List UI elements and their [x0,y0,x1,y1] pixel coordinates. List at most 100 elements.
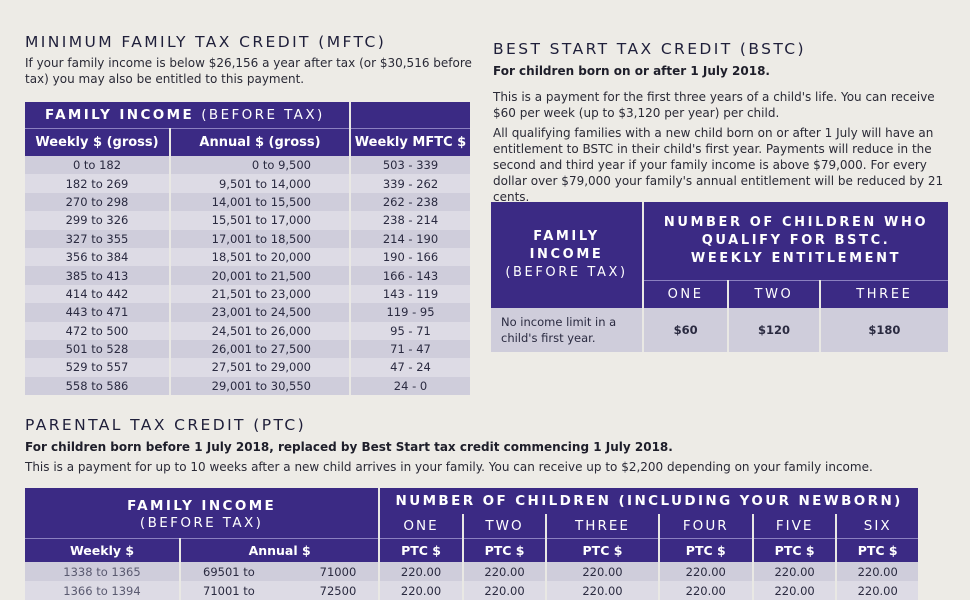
mftc-table-row: 182 to 269 9,501 to 14,000 339 - 262 [25,174,470,193]
mftc-cell-annual: 17,001 to 18,500 [169,229,350,248]
mftc-cell-mftc: 143 - 119 [349,284,470,304]
mftc-cell-weekly: 529 to 557 [25,358,170,377]
ptc-table-row: 1338 to 1365 69501 to 71000 220.00 220.00 220… [25,562,918,581]
mftc-cell-annual: 18,501 to 20,000 [169,247,350,267]
mftc-cell-weekly: 327 to 355 [25,229,170,248]
ptc-col-ptc: PTC $ [657,537,753,562]
bstc-row: No income limit in a child's first year.… [491,308,948,352]
mftc-table-row: 558 to 586 29,001 to 30,550 24 - 0 [25,376,470,396]
ptc-cell-value: 220.00 [461,581,547,600]
ptc-cell-value: 220.00 [751,562,837,581]
ptc-table-row: 1366 to 1394 71001 to 72500 220.00 220.00 220… [25,581,918,600]
ptc-cell-value: 220.00 [657,581,753,600]
mftc-cell-annual: 20,001 to 21,500 [169,266,350,285]
mftc-cell-weekly: 472 to 500 [25,321,170,340]
ptc-count-five: FIVE [751,514,837,538]
mftc-cell-weekly: 414 to 442 [25,284,170,304]
bstc-nc-line-3: WEEKLY ENTITLEMENT [690,250,902,266]
mftc-cell-mftc: 339 - 262 [349,174,470,193]
ptc-cell-value: 220.00 [751,581,837,600]
mftc-cell-mftc: 47 - 24 [349,358,470,377]
mftc-cell-weekly: 0 to 182 [25,156,170,175]
mftc-cell-mftc: 166 - 143 [349,266,470,285]
ptc-paragraph: This is a payment for up to 10 weeks aft… [25,460,873,474]
ptc-col-ptc: PTC $ [378,537,463,562]
bstc-count-three: THREE [818,279,948,308]
ptc-cell-value: 220.00 [835,562,918,581]
mftc-table-row: 0 to 182 0 to 9,500 503 - 339 [25,156,470,175]
ptc-col-ptc: PTC $ [835,537,918,562]
mftc-table-row: 414 to 442 21,501 to 23,000 143 - 119 [25,284,470,304]
bstc-row-label-2: child's first year. [501,331,596,345]
ptc-cell-value: 220.00 [545,581,659,600]
mftc-cell-annual: 15,501 to 17,000 [169,211,350,230]
bstc-row-label-1: No income limit in a [501,315,617,329]
ptc-cell-value: 220.00 [657,562,753,581]
ptc-cell-annual-from: 71001 to [179,581,291,600]
mftc-cell-mftc: 214 - 190 [349,229,470,248]
ptc-cell-annual-to: 72500 [290,581,380,600]
mftc-col-annual: Annual $ (gross) [169,127,350,156]
ptc-cell-annual-to: 71000 [290,562,380,581]
mftc-table-row: 472 to 500 24,501 to 26,000 95 - 71 [25,321,470,340]
ptc-cell-value: 220.00 [378,562,463,581]
mftc-col-weekly: Weekly $ (gross) [25,127,170,156]
mftc-cell-mftc: 190 - 166 [349,247,470,267]
mftc-cell-mftc: 95 - 71 [349,321,470,340]
ptc-cell-value: 220.00 [461,562,547,581]
bstc-title: BEST START TAX CREDIT (BSTC) [493,40,806,58]
ptc-title: PARENTAL TAX CREDIT (PTC) [25,416,307,434]
ptc-col-annual: Annual $ [178,537,380,562]
bstc-paragraph-2: All qualifying families with a new child… [493,126,944,204]
ptc-cell-value: 220.00 [378,581,463,600]
mftc-group-header-empty [349,102,470,128]
bstc-subtitle: For children born on or after 1 July 201… [493,64,770,78]
mftc-cell-annual: 26,001 to 27,500 [169,339,350,359]
bstc-fi-line-1: FAMILY [533,229,600,244]
ptc-fi-line-2: (BEFORE TAX) [139,514,264,531]
ptc-section: PARENTAL TAX CREDIT (PTC) For children b… [25,416,965,475]
bstc-count-two: TWO [727,279,820,308]
mftc-col-mftc: Weekly MFTC $ [349,127,470,156]
ptc-cell-weekly: 1338 to 1365 [25,562,180,581]
mftc-cell-mftc: 119 - 95 [349,303,470,322]
ptc-subtitle: For children born before 1 July 2018, re… [25,440,673,454]
ptc-count-two: TWO [461,514,547,538]
ptc-fi-line-1: FAMILY INCOME [127,497,277,514]
mftc-cell-weekly: 356 to 384 [25,247,170,267]
ptc-cell-value: 220.00 [835,581,918,600]
ptc-count-four: FOUR [657,514,753,538]
bstc-value-two: $120 [727,308,820,352]
ptc-cell-annual-from: 69501 to [179,562,291,581]
mftc-cell-mftc: 262 - 238 [349,192,470,212]
mftc-table-row: 501 to 528 26,001 to 27,500 71 - 47 [25,339,470,359]
ptc-cell-value: 220.00 [545,562,659,581]
mftc-cell-weekly: 299 to 326 [25,211,170,230]
mftc-group-header: FAMILY INCOME (BEFORE TAX) [25,102,350,128]
bstc-table: FAMILY INCOME (BEFORE TAX) NUMBER OF CHI… [491,202,948,352]
ptc-col-ptc: PTC $ [545,537,659,562]
mftc-table-row: 529 to 557 27,501 to 29,000 47 - 24 [25,358,470,377]
ptc-count-three: THREE [545,514,659,538]
ptc-family-income-header: FAMILY INCOME (BEFORE TAX) [25,488,380,538]
bstc-fi-line-3: (BEFORE TAX) [505,265,628,280]
bstc-count-one: ONE [641,279,729,308]
mftc-table: FAMILY INCOME (BEFORE TAX) Weekly $ (gro… [25,102,470,396]
mftc-table-row: 299 to 326 15,501 to 17,000 238 - 214 [25,211,470,230]
mftc-group-header-thin: (BEFORE TAX) [201,106,325,123]
mftc-cell-annual: 27,501 to 29,000 [169,358,350,377]
mftc-table-row: 443 to 471 23,001 to 24,500 119 - 95 [25,303,470,322]
mftc-title: MINIMUM FAMILY TAX CREDIT (MFTC) [25,33,387,51]
bstc-paragraph-1: This is a payment for the first three ye… [493,90,935,120]
mftc-cell-mftc: 24 - 0 [349,376,470,396]
ptc-children-header: NUMBER OF CHILDREN (INCLUDING YOUR NEWBO… [378,488,918,514]
mftc-table-row: 327 to 355 17,001 to 18,500 214 - 190 [25,229,470,248]
bstc-value-three: $180 [818,308,948,352]
mftc-cell-annual: 24,501 to 26,000 [169,321,350,340]
mftc-table-row: 385 to 413 20,001 to 21,500 166 - 143 [25,266,470,285]
mftc-section: MINIMUM FAMILY TAX CREDIT (MFTC) If your… [25,33,475,396]
mftc-cell-weekly: 270 to 298 [25,192,170,212]
mftc-cell-weekly: 501 to 528 [25,339,170,359]
mftc-cell-weekly: 385 to 413 [25,266,170,285]
mftc-cell-annual: 21,501 to 23,000 [169,284,350,304]
